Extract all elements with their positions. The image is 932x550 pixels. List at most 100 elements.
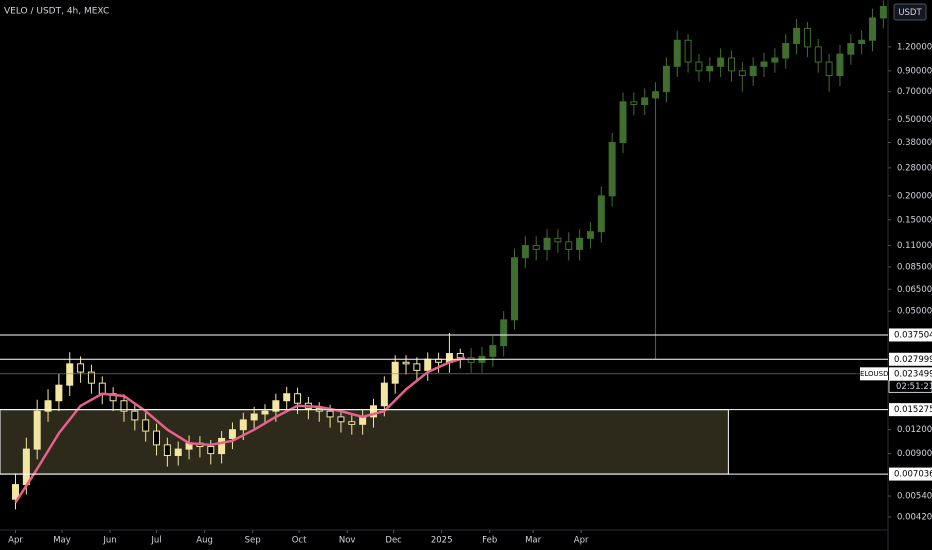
currency-button[interactable] [893, 3, 927, 21]
candle-body [869, 17, 877, 41]
candle-body [608, 141, 616, 197]
candle-body [142, 419, 150, 432]
level-tag [889, 352, 932, 366]
candle-body [283, 393, 291, 402]
candle-body [33, 410, 41, 450]
candle-body [858, 39, 866, 45]
symbol-tag-label: VELOUSDT [855, 370, 893, 378]
last-price-tag [889, 367, 932, 381]
candle-body [131, 410, 139, 421]
level-tag [889, 467, 932, 481]
x-tick-label: 2025 [431, 536, 453, 546]
candle-body [760, 61, 768, 67]
candle-body [879, 6, 887, 19]
x-tick-label: Feb [482, 536, 497, 546]
candle-body [380, 382, 388, 407]
candle-body [98, 382, 106, 395]
candle-body [814, 46, 822, 63]
x-tick-label: Dec [385, 536, 402, 546]
x-tick-label: Jul [150, 536, 161, 546]
level-tag-label: 0.015275 [894, 405, 932, 415]
candle-body [174, 448, 182, 456]
level-tag [889, 403, 932, 417]
level-tag-label: 0.007036 [894, 470, 932, 480]
candle-body [619, 101, 627, 143]
candle-body [413, 363, 421, 371]
countdown-label: 02:51:21 [896, 382, 932, 392]
x-tick-label: Aug [196, 536, 213, 546]
candle-body [11, 484, 19, 500]
candle-body [511, 257, 519, 321]
candle-body [771, 57, 779, 63]
x-tick-label: Jun [102, 536, 116, 546]
candle-body [597, 195, 605, 233]
candle-body [228, 429, 236, 439]
moving-average [14, 356, 466, 504]
candle-body [326, 410, 334, 418]
candle-body [261, 410, 269, 415]
currency-button-label[interactable]: USDT [898, 8, 922, 18]
candle-body [66, 363, 74, 386]
candle-body [836, 53, 844, 77]
candle-body [803, 27, 811, 48]
candle-body [369, 405, 377, 418]
candle-body [554, 237, 562, 243]
candle-body [738, 70, 746, 77]
candle-body [652, 91, 660, 99]
candle-body [348, 421, 356, 425]
candle-body [467, 357, 475, 363]
candle-body [294, 393, 302, 404]
level-tag-label: 0.027999 [894, 355, 932, 365]
candle-body [782, 43, 790, 59]
last-price-label: 0.023499 [894, 369, 932, 379]
candle-body [337, 416, 345, 423]
chart-title: VELO / USDT, 4h, MEXC [4, 7, 109, 17]
candle-body [55, 384, 63, 402]
level-tag [889, 328, 932, 342]
candle-body [521, 245, 529, 259]
candle-body [44, 400, 52, 412]
level-tag-label: 0.037504 [894, 330, 932, 340]
candle-body [424, 358, 432, 371]
candle-body [641, 97, 649, 106]
candle-body [489, 345, 497, 357]
candle-body [239, 419, 247, 431]
candle-body [565, 241, 573, 250]
candle-body [586, 231, 594, 239]
candle-body [272, 400, 280, 412]
candle-body [695, 61, 703, 72]
y-tick-label: 0.004200 [897, 512, 932, 522]
candle-body [391, 361, 399, 384]
x-tick-label: May [53, 536, 71, 546]
x-tick-label: Sep [245, 536, 261, 546]
candle-body [825, 61, 833, 77]
x-tick-label: Oct [292, 536, 307, 546]
candle-body [847, 43, 855, 55]
candle-body [120, 400, 128, 412]
candle-body [532, 245, 540, 250]
candle-body [576, 237, 584, 250]
candle-body [717, 57, 725, 67]
candle-body [456, 353, 464, 359]
countdown-tag [888, 379, 932, 393]
x-tick-label: Mar [525, 536, 542, 546]
candle-body [153, 430, 161, 446]
candle-body [163, 444, 171, 456]
candle-body [207, 446, 215, 455]
x-tick-label: Nov [339, 536, 356, 546]
candle-body [662, 65, 670, 93]
